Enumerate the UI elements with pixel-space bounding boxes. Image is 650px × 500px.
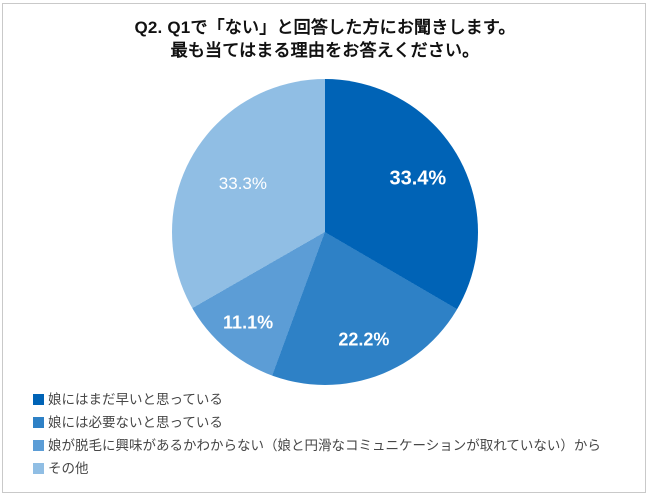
legend-swatch	[33, 394, 44, 405]
legend-item: その他	[33, 460, 633, 483]
chart-title: Q2. Q1で「ない」と回答した方にお聞きします。 最も当てはまる理由をお答えく…	[0, 16, 650, 62]
pie-chart	[172, 79, 478, 385]
legend-label: 娘にはまだ早いと思っている	[48, 392, 223, 407]
legend-label: その他	[48, 461, 89, 476]
legend-item: 娘には必要ないと思っている	[33, 414, 633, 437]
legend-label: 娘には必要ないと思っている	[48, 415, 223, 430]
chart-title-line2: 最も当てはまる理由をお答えください。	[170, 41, 480, 60]
legend-swatch	[33, 417, 44, 428]
legend-swatch	[33, 440, 44, 451]
slice-value-label: 22.2%	[338, 329, 390, 350]
slice-value-label: 33.3%	[218, 174, 267, 194]
legend: 娘にはまだ早いと思っている 娘には必要ないと思っている 娘が脱毛に興味があるかわ…	[33, 391, 633, 483]
slice-value-label: 11.1%	[223, 312, 274, 333]
legend-label: 娘が脱毛に興味があるかわからない（娘と円滑なコミュニケーションが取れていない）か…	[48, 438, 601, 453]
legend-swatch	[33, 463, 44, 474]
chart-title-line1: Q2. Q1で「ない」と回答した方にお聞きします。	[134, 18, 516, 37]
legend-item: 娘にはまだ早いと思っている	[33, 391, 633, 414]
slice-value-label: 33.4%	[389, 167, 447, 190]
legend-item: 娘が脱毛に興味があるかわからない（娘と円滑なコミュニケーションが取れていない）か…	[33, 437, 633, 460]
